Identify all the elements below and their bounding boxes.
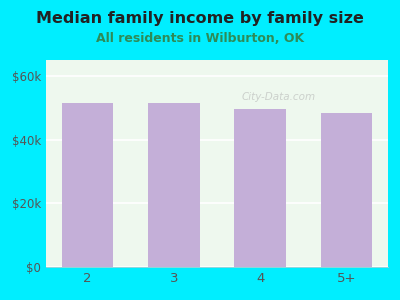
Bar — [62, 103, 113, 267]
Bar — [234, 110, 286, 267]
Bar — [148, 103, 200, 267]
Text: Median family income by family size: Median family income by family size — [36, 11, 364, 26]
Text: City-Data.com: City-Data.com — [242, 92, 316, 102]
Bar — [321, 112, 372, 267]
Text: All residents in Wilburton, OK: All residents in Wilburton, OK — [96, 32, 304, 44]
